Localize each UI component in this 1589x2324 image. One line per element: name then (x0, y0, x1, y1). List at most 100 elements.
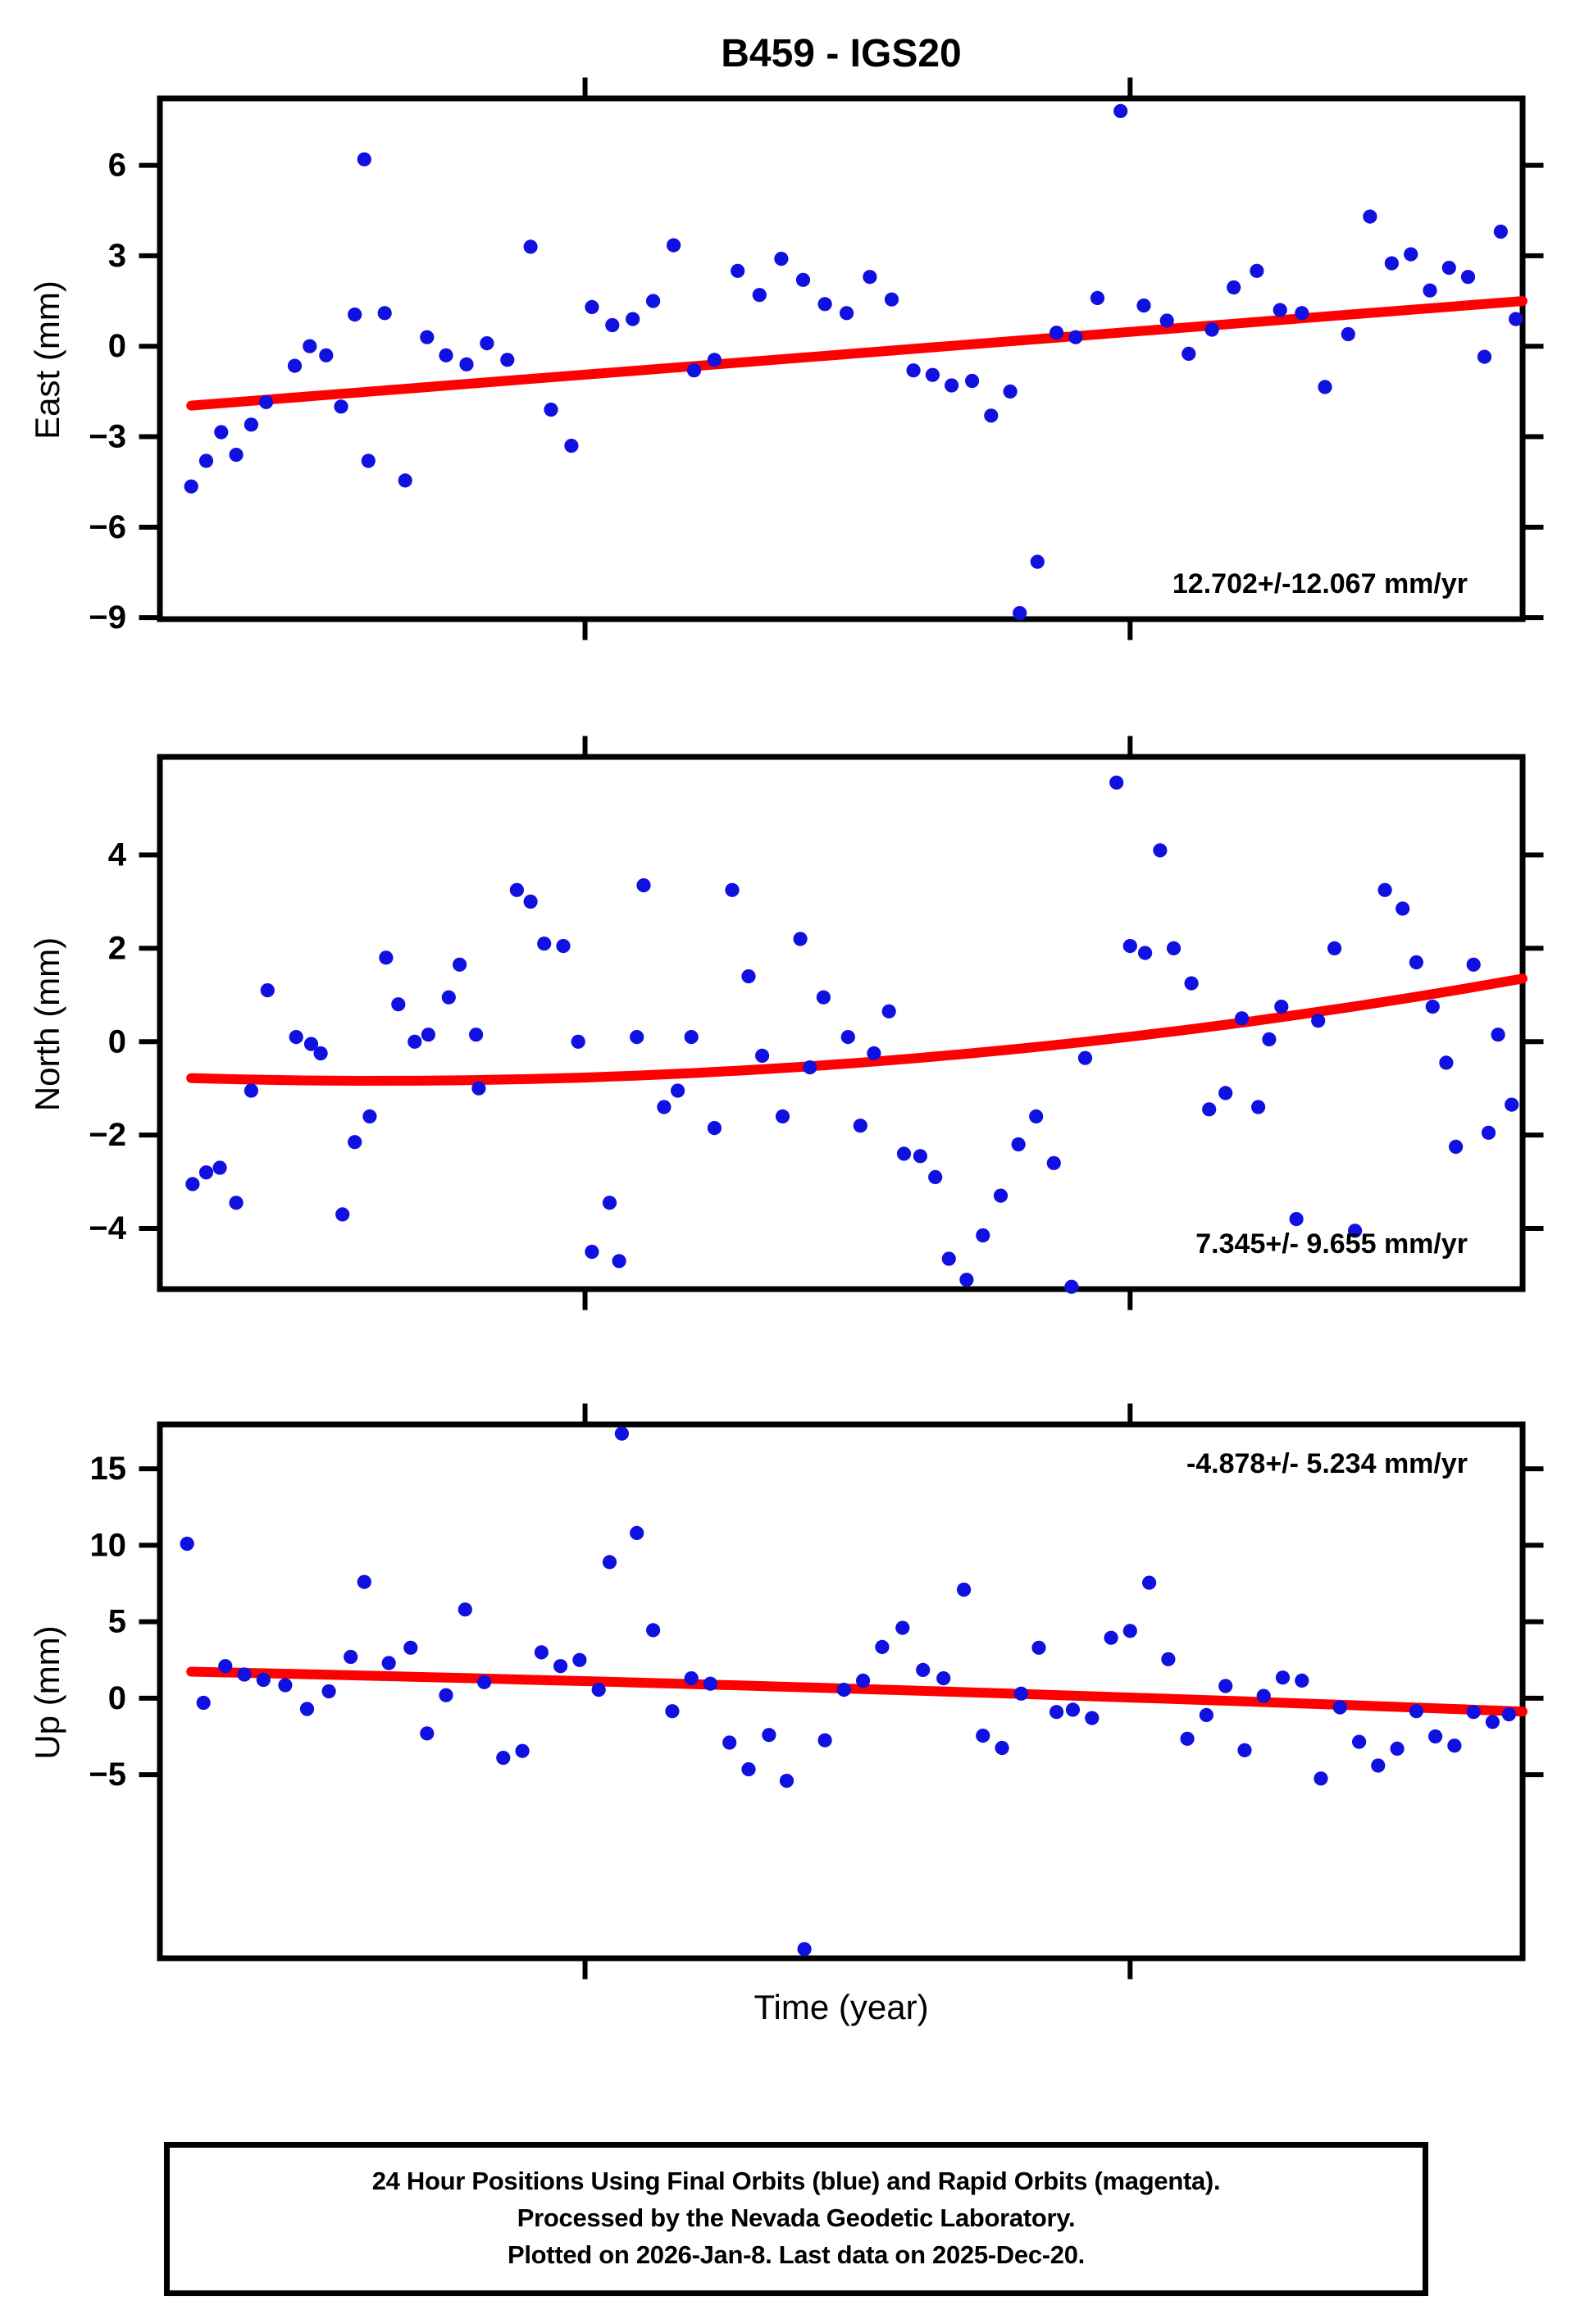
data-point-up (602, 1555, 617, 1570)
x-axis-label: Time (year) (754, 1988, 929, 2026)
data-point-up (381, 1656, 396, 1670)
data-point-north (260, 983, 275, 998)
data-point-up (1122, 1624, 1137, 1638)
data-point-north (509, 882, 525, 897)
data-point-east (334, 399, 348, 414)
data-point-north (348, 1135, 362, 1150)
data-point-north (244, 1083, 258, 1098)
data-point-north (523, 894, 538, 909)
data-point-east (244, 417, 258, 432)
data-point-north (362, 1109, 377, 1123)
data-point-up (779, 1774, 794, 1789)
y-tick-label-north: −2 (89, 1117, 126, 1153)
data-point-north (1491, 1028, 1505, 1042)
data-point-up (1199, 1707, 1213, 1722)
data-point-north (391, 997, 406, 1012)
data-point-up (1275, 1670, 1291, 1685)
data-point-east (229, 448, 244, 463)
footer-line-processed: Processed by the Nevada Geodetic Laborat… (517, 2203, 1076, 2232)
data-point-east (585, 299, 599, 314)
data-point-east (1273, 303, 1287, 317)
data-point-up (684, 1671, 699, 1686)
data-point-up (420, 1726, 435, 1741)
data-point-east (774, 252, 789, 267)
data-point-east (459, 357, 474, 371)
data-point-north (612, 1254, 626, 1269)
data-point-up (218, 1659, 233, 1674)
data-point-up (477, 1675, 492, 1689)
data-point-up (875, 1639, 890, 1654)
data-point-up (1352, 1734, 1367, 1749)
trend-line-north (186, 973, 1528, 1087)
data-point-up (665, 1704, 680, 1719)
data-point-north (941, 1251, 956, 1266)
data-point-east (752, 288, 767, 303)
data-point-east (1384, 256, 1399, 271)
data-point-up (321, 1684, 336, 1699)
data-point-north (1439, 1055, 1454, 1070)
data-point-up (1501, 1707, 1516, 1722)
y-tick-label-up: 10 (90, 1527, 127, 1563)
data-point-east (544, 402, 558, 417)
data-point-east (1204, 322, 1219, 337)
data-point-up (1180, 1731, 1195, 1746)
data-point-east (357, 152, 371, 166)
data-point-up (515, 1743, 530, 1758)
data-point-up (1256, 1688, 1271, 1703)
data-point-north (335, 1207, 350, 1222)
data-point-up (180, 1536, 194, 1552)
data-point-north (881, 1004, 896, 1018)
data-point-up (614, 1426, 630, 1441)
data-point-east (686, 363, 702, 378)
data-point-north (303, 1037, 319, 1051)
data-point-east (214, 425, 229, 440)
data-point-up (439, 1688, 453, 1702)
data-point-north (571, 1034, 585, 1049)
data-point-east (1318, 380, 1332, 394)
data-point-north (1138, 946, 1153, 960)
data-point-north (229, 1196, 244, 1210)
data-point-up (1085, 1711, 1100, 1725)
data-point-up (357, 1574, 371, 1589)
data-point-north (1153, 843, 1168, 858)
data-point-north (816, 990, 831, 1005)
data-point-north (896, 1146, 912, 1161)
data-point-east (1003, 384, 1018, 399)
data-point-east (731, 263, 745, 278)
data-point-up (534, 1645, 549, 1660)
data-point-east (1030, 554, 1045, 569)
trend-line-up (186, 1666, 1528, 1717)
data-point-north (636, 878, 651, 893)
y-tick-label-east: −3 (89, 419, 126, 455)
data-point-east (1509, 312, 1523, 326)
data-point-up (1447, 1738, 1462, 1753)
data-point-north (1202, 1102, 1217, 1117)
data-point-east (1477, 349, 1492, 364)
y-tick-label-east: 3 (108, 238, 126, 274)
data-point-east (303, 339, 317, 353)
data-point-east (817, 297, 832, 312)
data-point-north (1184, 976, 1199, 991)
data-point-up (646, 1623, 661, 1638)
data-point-up (1295, 1673, 1309, 1688)
data-point-east (1363, 209, 1377, 224)
data-point-north (1274, 1000, 1289, 1014)
data-point-north (556, 939, 571, 954)
data-point-east (1113, 103, 1128, 118)
data-point-up (936, 1671, 951, 1686)
rate-annotation-north: 7.345+/- 9.655 mm/yr (1195, 1228, 1468, 1260)
data-point-north (1029, 1109, 1044, 1123)
data-point-east (906, 363, 921, 378)
data-point-east (480, 336, 494, 351)
data-point-up (1332, 1700, 1347, 1715)
data-point-east (259, 394, 274, 409)
data-point-north (1449, 1139, 1464, 1154)
data-point-east (1182, 346, 1196, 361)
y-tick-label-up: −5 (89, 1757, 126, 1793)
data-point-up (722, 1735, 737, 1750)
y-axis-label-up: Up (mm) (28, 1625, 66, 1760)
data-point-up (1142, 1575, 1157, 1590)
data-point-up (741, 1762, 756, 1777)
data-point-up (299, 1702, 315, 1716)
data-point-east (646, 294, 661, 308)
